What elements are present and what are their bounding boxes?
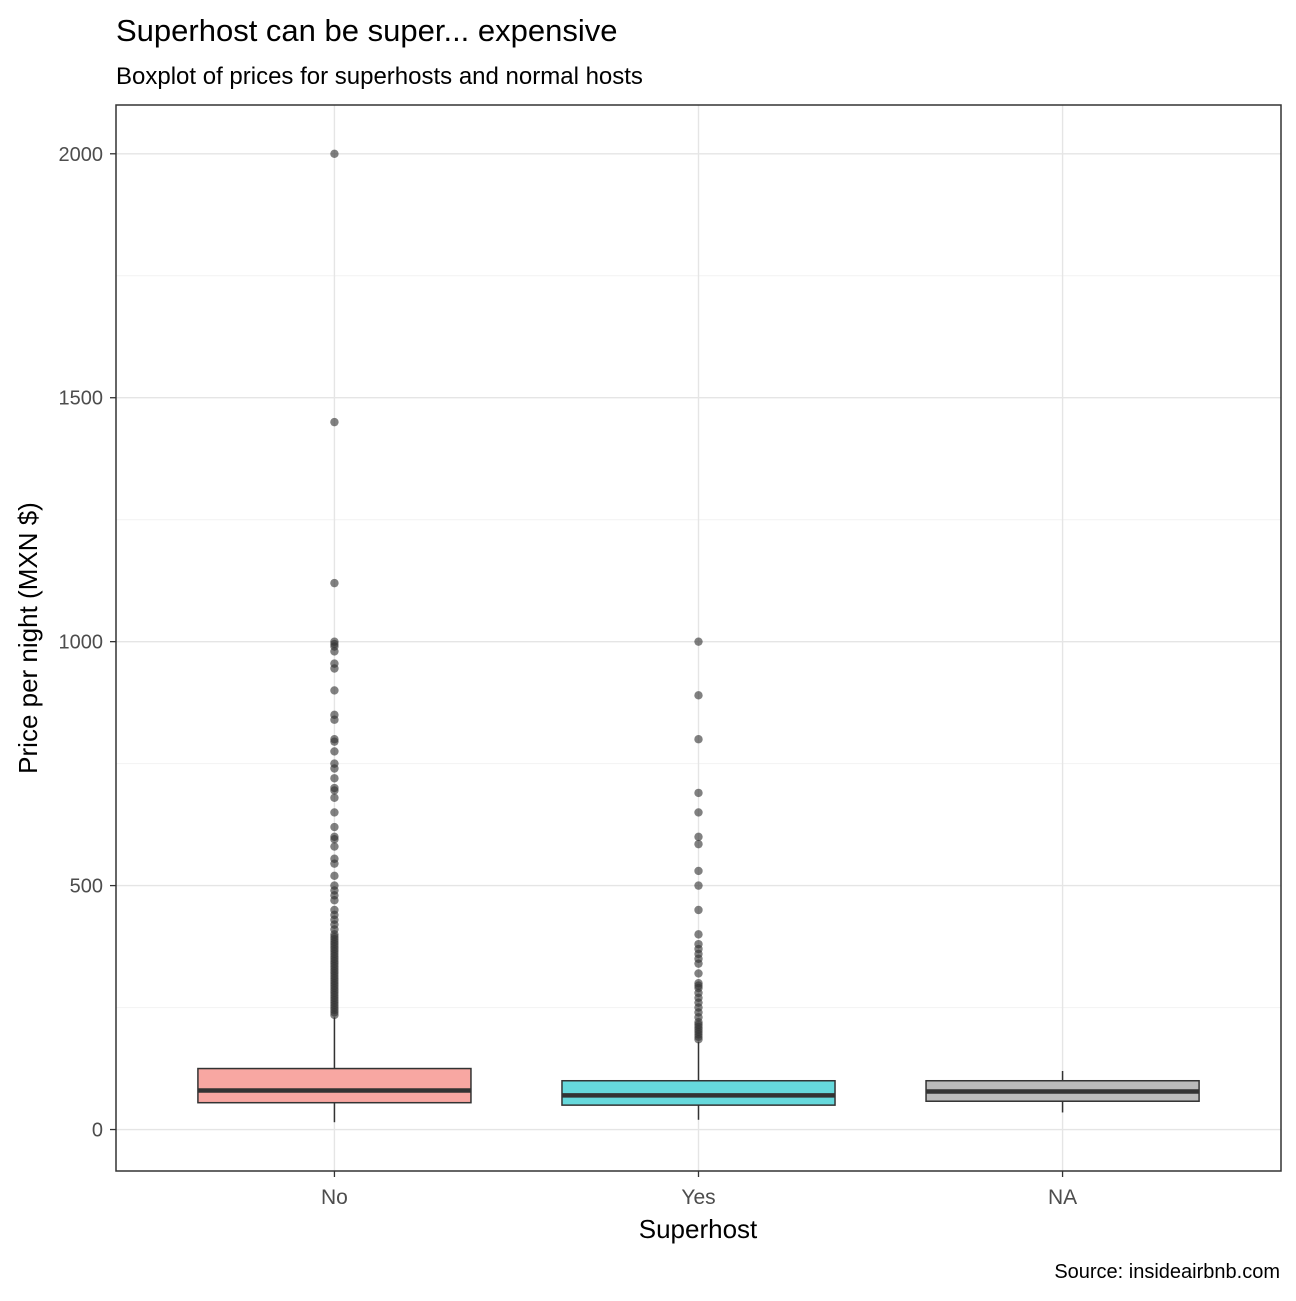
outlier-point [694,881,703,890]
outlier-point [694,1035,703,1044]
outlier-layer [330,149,703,1044]
outlier-point [330,774,339,783]
outlier-point [694,930,703,939]
box-no [197,1067,472,1104]
y-tick-label: 1000 [59,632,104,654]
outlier-point [330,859,339,868]
outlier-point [330,808,339,817]
outlier-point [330,871,339,881]
x-tick-label: Yes [681,1186,715,1209]
x-tick-label: No [321,1186,348,1209]
outlier-point [694,637,703,646]
outlier-point [330,842,339,851]
outlier-point [330,686,339,695]
outlier-point [694,808,703,817]
box-layer [197,1017,1200,1123]
chart-title: Superhost can be super... expensive [116,13,618,48]
y-tick-label: 2000 [59,144,104,166]
outlier-point [330,747,339,756]
outlier-point [694,788,703,798]
outlier-point [330,786,339,795]
y-axis-title: Price per night (MXN $) [13,502,43,774]
outlier-point [694,959,703,968]
outlier-point [330,417,339,427]
x-axis-title: Superhost [639,1214,758,1244]
outlier-point [330,1010,339,1020]
outlier-point [330,715,339,724]
outlier-point [694,905,703,915]
outlier-point [330,578,339,588]
outlier-point [694,691,703,700]
outlier-point [694,866,703,876]
outlier-point [330,737,339,746]
outlier-point [330,896,339,905]
outlier-point [330,835,339,844]
box-yes [561,1079,836,1106]
axis-layer: 0 500 1000 1500 2000 No Yes NA [59,144,1078,1209]
outlier-point [330,149,339,158]
outlier-point [330,764,339,773]
y-tick-label: 0 [92,1120,103,1142]
y-tick-label: 500 [70,876,103,898]
outlier-point [330,647,339,656]
outlier-point [694,832,703,842]
outlier-point [330,822,339,832]
outlier-point [694,839,703,849]
outlier-point [330,793,339,802]
chart-subtitle: Boxplot of prices for superhosts and nor… [116,63,643,90]
x-tick-label: NA [1048,1186,1077,1209]
outlier-point [330,664,339,673]
chart-caption: Source: insideairbnb.com [1054,1261,1280,1283]
outlier-point [694,735,703,744]
outlier-point [694,969,703,978]
y-tick-label: 1500 [59,388,104,410]
